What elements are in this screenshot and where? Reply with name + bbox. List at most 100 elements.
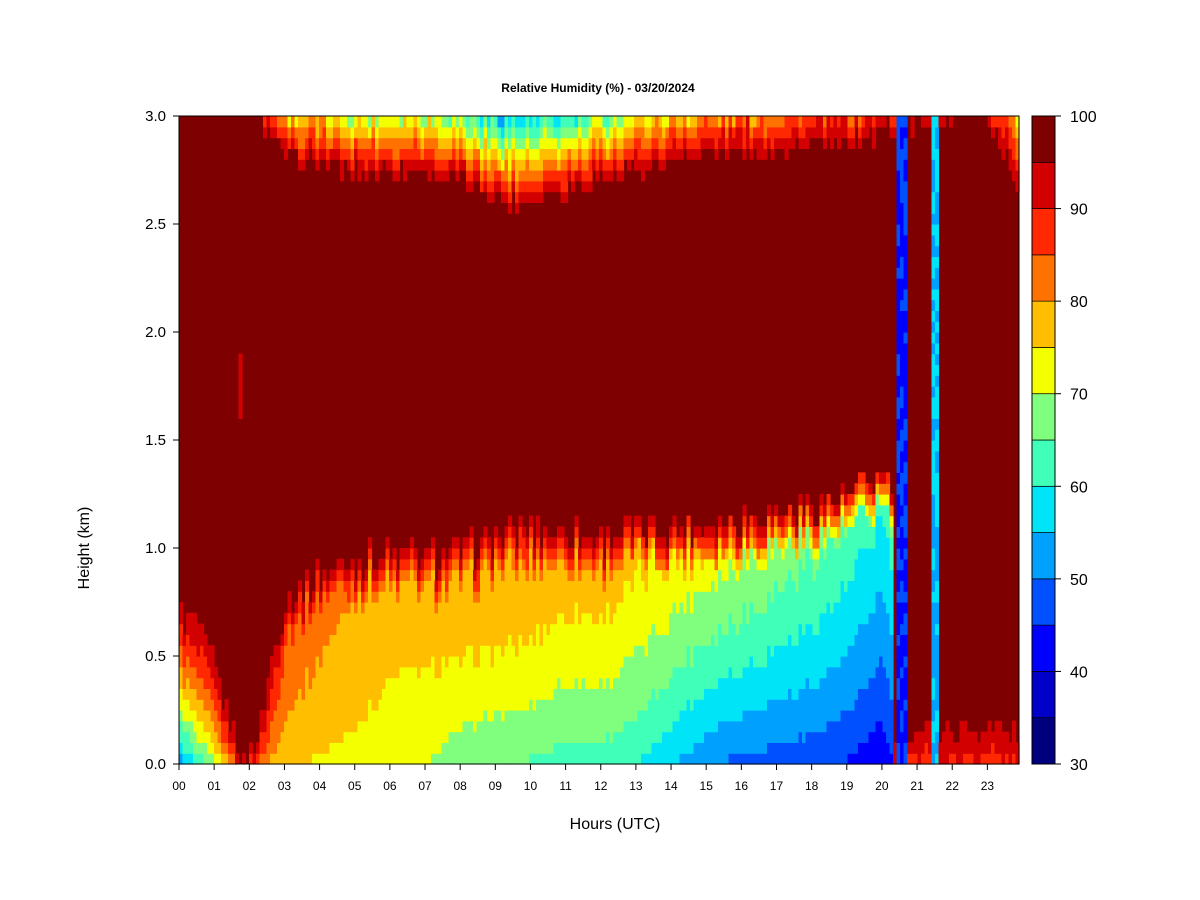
heatmap-column	[364, 116, 369, 765]
heatmap-cell	[504, 742, 509, 754]
heatmap-cell	[721, 548, 726, 560]
heatmap-cell	[704, 526, 709, 538]
heatmap-cell	[704, 558, 709, 571]
heatmap-cell	[487, 558, 492, 571]
heatmap-cell	[312, 612, 317, 625]
heatmap-cell	[462, 558, 467, 571]
heatmap-cell	[578, 126, 583, 139]
heatmap-cell	[571, 126, 576, 139]
heatmap-cell	[515, 580, 520, 592]
heatmap-cell	[788, 526, 793, 538]
heatmap-cell	[392, 116, 397, 128]
heatmap-cell	[798, 710, 803, 722]
heatmap-cell	[424, 558, 429, 571]
heatmap-cell	[798, 656, 803, 668]
heatmap-cell	[203, 720, 208, 733]
heatmap-cell	[630, 677, 635, 689]
heatmap-cell	[518, 558, 523, 571]
heatmap-cell	[809, 720, 814, 733]
heatmap-cell	[627, 526, 632, 538]
heatmap-cell	[879, 504, 884, 517]
heatmap-cell	[459, 558, 464, 571]
heatmap-cell	[574, 580, 579, 592]
heatmap-cell	[644, 148, 649, 160]
heatmap-cell	[333, 580, 338, 592]
heatmap-cell	[399, 742, 404, 754]
heatmap-cell	[623, 612, 628, 625]
heatmap-cell	[217, 688, 222, 700]
heatmap-cell	[795, 688, 800, 700]
heatmap-cell	[823, 720, 828, 733]
heatmap-cell	[543, 656, 548, 668]
heatmap-cell	[410, 548, 415, 560]
heatmap-cell	[518, 634, 523, 646]
heatmap-cell	[326, 623, 331, 635]
heatmap-cell	[441, 148, 446, 160]
heatmap-cell	[469, 170, 474, 182]
heatmap-cell	[728, 753, 733, 765]
heatmap-column	[644, 116, 649, 765]
heatmap-cell	[732, 558, 737, 571]
heatmap-cell	[886, 634, 891, 646]
heatmap-cell	[539, 159, 544, 171]
heatmap-cell	[340, 645, 345, 657]
heatmap-cell	[315, 558, 320, 571]
heatmap-cell	[858, 623, 863, 635]
heatmap-cell	[490, 137, 495, 149]
heatmap-cell	[543, 634, 548, 646]
heatmap-cell	[725, 148, 730, 160]
heatmap-cell	[455, 731, 460, 743]
heatmap-cell	[497, 677, 502, 689]
heatmap-cell	[599, 688, 604, 700]
heatmap-cell	[347, 137, 352, 149]
heatmap-cell	[438, 137, 443, 149]
heatmap-cell	[714, 612, 719, 625]
heatmap-cell	[753, 720, 758, 733]
heatmap-cell	[697, 558, 702, 571]
heatmap-cell	[529, 623, 534, 635]
heatmap-cell	[770, 558, 775, 571]
heatmap-cell	[609, 688, 614, 700]
heatmap-cell	[459, 666, 464, 679]
heatmap-cell	[326, 137, 331, 149]
heatmap-cell	[854, 569, 859, 581]
heatmap-cell	[459, 720, 464, 733]
heatmap-cell	[284, 612, 289, 625]
heatmap-cell	[658, 677, 663, 689]
heatmap-cell	[224, 731, 229, 743]
heatmap-cell	[770, 126, 775, 139]
heatmap-cell	[441, 159, 446, 171]
heatmap-cell	[711, 699, 716, 711]
heatmap-cell	[532, 558, 537, 571]
heatmap-cell	[403, 699, 408, 711]
heatmap-cell	[389, 710, 394, 722]
heatmap-cell	[385, 742, 390, 754]
heatmap-cell	[315, 742, 320, 754]
heatmap-cell	[595, 645, 600, 657]
heatmap-cell	[571, 688, 576, 700]
heatmap-column	[459, 116, 464, 765]
heatmap-cell	[193, 731, 198, 743]
heatmap-cell	[634, 677, 639, 689]
heatmap-cell	[868, 677, 873, 689]
heatmap-cell	[529, 612, 534, 625]
heatmap-column	[462, 116, 467, 765]
heatmap-cell	[490, 558, 495, 571]
heatmap-cell	[417, 731, 422, 743]
heatmap-cell	[690, 569, 695, 581]
heatmap-cell	[522, 569, 527, 581]
heatmap-cell	[371, 731, 376, 743]
heatmap-cell	[886, 720, 891, 733]
heatmap-cell	[396, 591, 401, 603]
heatmap-cell	[739, 720, 744, 733]
heatmap-cell	[441, 137, 446, 149]
heatmap-cell	[777, 580, 782, 592]
heatmap-cell	[382, 580, 387, 592]
heatmap-cell	[301, 148, 306, 160]
heatmap-cell	[805, 753, 810, 765]
heatmap-column	[805, 116, 810, 765]
heatmap-cell	[763, 558, 768, 571]
heatmap-cell	[784, 569, 789, 581]
heatmap-cell	[718, 116, 723, 128]
heatmap-cell	[574, 159, 579, 171]
